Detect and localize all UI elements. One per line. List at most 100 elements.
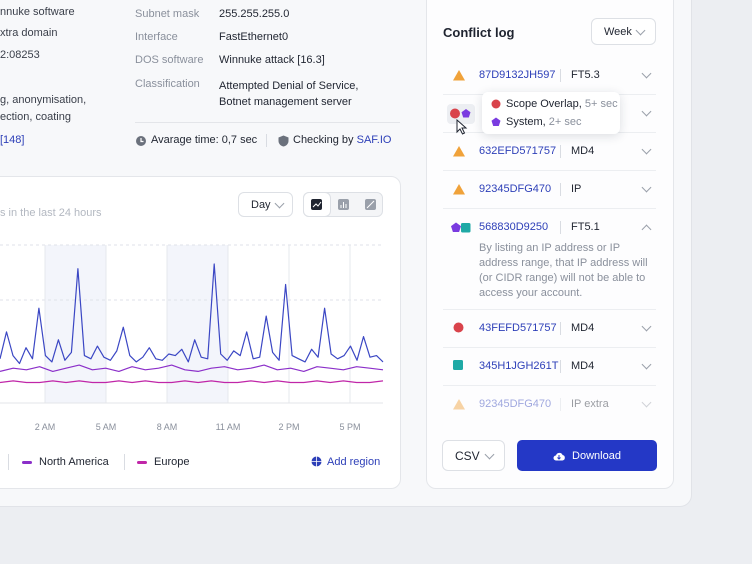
download-button[interactable]: Download <box>517 440 657 471</box>
chart-subtitle: s in the last 24 hours <box>0 207 102 219</box>
dropdown-text: CSV <box>455 448 480 463</box>
log-code: MD4 <box>571 145 595 157</box>
text: xtra domain <box>0 27 58 39</box>
tooltip-item: System, 2+ sec <box>506 116 582 128</box>
period-dropdown[interactable]: Week <box>591 18 656 45</box>
period-dropdown[interactable]: Day <box>238 192 293 217</box>
checking: Checking by SAF.IO <box>293 134 391 146</box>
field-label: DOS software <box>135 54 204 66</box>
log-row[interactable]: 92345DFG470 IP <box>443 171 656 209</box>
text: 2:08253 <box>0 49 40 61</box>
log-id: 568830D9250 <box>479 221 549 233</box>
shield-icon <box>278 135 289 147</box>
row-icons <box>451 222 471 233</box>
log-description: By listing an IP address or IP address r… <box>479 242 648 299</box>
line-series <box>0 263 384 365</box>
field-value: FastEthernet0 <box>219 31 289 43</box>
log-code: FT5.3 <box>571 69 600 81</box>
x-tick-label: 2 PM <box>278 422 299 432</box>
legend-swatch <box>137 461 147 464</box>
x-tick-label: 5 PM <box>339 422 360 432</box>
field-value: Winnuke attack [16.3] <box>219 54 325 66</box>
average-time: Avarage time: 0,7 sec <box>151 134 258 146</box>
log-row[interactable]: 345H1JGH261T MD4 <box>443 348 656 386</box>
highlight-band <box>167 245 228 403</box>
x-tick-label: 11 AM <box>216 422 241 432</box>
legend-swatch <box>22 461 32 464</box>
divider <box>135 122 400 123</box>
line-chart: 2 AM 5 AM 8 AM 11 AM 2 PM 5 PM <box>0 244 384 432</box>
line-button[interactable] <box>304 193 330 216</box>
dropdown-text: Week <box>604 25 632 38</box>
field-label: Interface <box>135 31 178 43</box>
highlight-band <box>45 245 106 403</box>
warning-icon <box>453 399 465 410</box>
link[interactable]: SAF.IO <box>356 134 392 146</box>
warning-icon <box>453 184 465 195</box>
x-tick-label: 8 AM <box>157 422 178 432</box>
legend-label: North America <box>39 456 109 468</box>
conflict-panel <box>426 0 674 489</box>
separator <box>8 454 9 470</box>
legend-label: Europe <box>154 456 190 468</box>
log-code: IP extra <box>571 398 609 410</box>
log-id: 345H1JGH261T <box>479 360 559 372</box>
field-label: Classification <box>135 78 200 90</box>
x-tick-label: 2 AM <box>35 422 56 432</box>
log-code: MD4 <box>571 322 595 334</box>
area-button[interactable] <box>365 199 376 210</box>
field-value: Attempted Denial of Service, <box>219 80 359 92</box>
row-icons <box>450 108 471 119</box>
log-code: IP <box>571 183 582 195</box>
tooltip: Scope Overlap, 5+ sec System, 2+ sec <box>482 92 620 134</box>
log-code: MD4 <box>571 360 595 372</box>
panel-title: Conflict log <box>443 25 515 40</box>
text: g, anonymisation, <box>0 94 87 106</box>
square-icon <box>453 360 463 370</box>
log-id: 92345DFG470 <box>479 398 552 410</box>
field-value: Botnet management server <box>219 96 352 108</box>
log-row[interactable]: 92345DFG470 IP extra <box>443 386 656 423</box>
circle-icon <box>453 322 464 333</box>
warning-icon <box>453 70 465 81</box>
x-tick-label: 5 AM <box>96 422 117 432</box>
separator <box>124 454 125 470</box>
globe-icon <box>311 456 322 467</box>
line-series <box>0 364 384 372</box>
log-row[interactable]: 87D9132JH597 FT5.3 <box>443 57 656 95</box>
cloud-icon <box>553 452 565 460</box>
circle-icon <box>491 99 501 109</box>
link[interactable]: [148] <box>0 134 25 146</box>
log-row[interactable]: 632EFD571757 MD4 <box>443 133 656 171</box>
field-label: Subnet mask <box>135 8 200 20</box>
tooltip-name: Scope Overlap, <box>506 98 582 110</box>
separator <box>266 134 267 147</box>
button-text: Download <box>572 449 621 462</box>
field-value: 255.255.255.0 <box>219 8 290 20</box>
tooltip-time: 5+ sec <box>584 98 618 110</box>
log-id: 87D9132JH597 <box>479 69 556 81</box>
line-series <box>0 380 384 384</box>
log-id: 92345DFG470 <box>479 183 552 195</box>
log-row-expanded[interactable]: 568830D9250 FT5.1 By listing an IP addre… <box>443 209 656 310</box>
clock-icon <box>136 136 146 146</box>
text: ection, coating <box>0 111 71 123</box>
add-region[interactable]: Add region <box>327 456 381 468</box>
dropdown-text: Day <box>251 198 271 211</box>
pentagon-icon <box>491 117 501 126</box>
text: nnuke software <box>0 6 75 18</box>
log-id: 43FEFD571757 <box>479 322 557 334</box>
format-dropdown[interactable]: CSV <box>442 440 505 471</box>
cursor <box>456 119 468 135</box>
tooltip-name: System, <box>506 116 546 128</box>
checking-label: Checking by <box>293 134 354 146</box>
log-code: FT5.1 <box>571 221 600 233</box>
tooltip-item: Scope Overlap, 5+ sec <box>506 98 618 110</box>
bar-button[interactable] <box>338 199 349 210</box>
warning-icon <box>453 146 465 157</box>
chart-type-toggle <box>303 192 383 217</box>
log-id: 632EFD571757 <box>479 145 557 157</box>
tooltip-time: 2+ sec <box>548 116 582 128</box>
log-row[interactable]: 43FEFD571757 MD4 <box>443 310 656 348</box>
